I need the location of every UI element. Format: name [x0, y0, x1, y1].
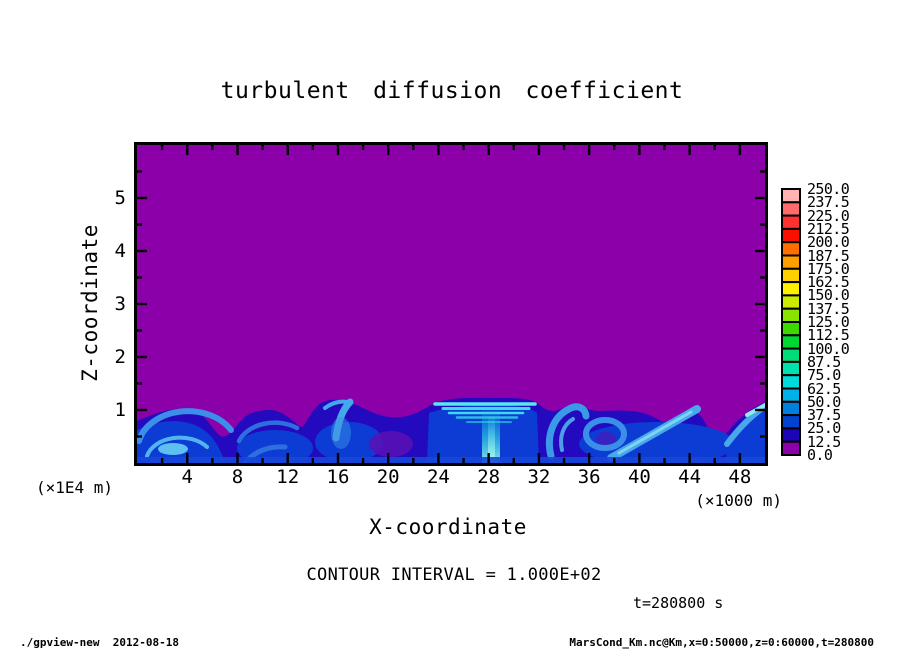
- colorbar-box: [781, 414, 801, 430]
- chart-title: turbulent diffusion coefficient: [220, 78, 684, 104]
- colorbar-tick-label: 237.5: [807, 193, 850, 212]
- colorbar-box: [781, 374, 801, 390]
- x-tick-label: 28: [477, 466, 501, 488]
- colorbar-tick-label: 187.5: [807, 246, 850, 265]
- heatmap-field: [137, 145, 765, 463]
- colorbar-box: [781, 227, 801, 244]
- y-axis-unit-label: (×1E4 m): [36, 478, 114, 497]
- bright-spot: [158, 443, 188, 455]
- interior-patch: [596, 432, 616, 446]
- colorbar-tick-label: 162.5: [807, 273, 850, 292]
- colorbar-tick-label: 212.5: [807, 219, 850, 238]
- footer-datasource: MarsCond_Km.nc@Km,x=0:50000,z=0:60000,t=…: [569, 636, 874, 649]
- colorbar-box: [781, 427, 801, 443]
- colorbar: [781, 188, 801, 456]
- eddy-arcs: [137, 398, 765, 463]
- colorbar-tick-label: 200.0: [807, 233, 850, 252]
- x-tick-label: 8: [231, 466, 244, 488]
- colorbar-tick-label: 87.5: [807, 352, 841, 371]
- y-tick-label: 2: [114, 346, 126, 368]
- y-tick-label: 4: [114, 240, 126, 262]
- x-tick-label: 32: [527, 466, 551, 488]
- colorbar-tick-label: 225.0: [807, 206, 850, 225]
- colorbar-tick-label: 62.5: [807, 379, 841, 398]
- x-axis-unit-label: (×1000 m): [695, 491, 782, 510]
- y-tick-label: 3: [114, 293, 126, 315]
- colorbar-tick-label: 0.0: [807, 446, 833, 464]
- colorbar-box: [781, 267, 801, 284]
- y-tick-label: 5: [114, 187, 126, 209]
- colorbar-box: [781, 294, 801, 310]
- colorbar-tick-label: 12.5: [807, 432, 841, 451]
- colorbar-tick-label: 137.5: [807, 299, 850, 318]
- colorbar-box: [781, 400, 801, 417]
- x-tick-label: 40: [627, 466, 651, 488]
- time-annotation: t=280800 s: [633, 594, 724, 612]
- plume-glow: [331, 417, 351, 449]
- band-inner-blobs: [137, 405, 765, 463]
- x-tick-label: 48: [728, 466, 752, 488]
- interior-patch: [369, 431, 413, 457]
- x-tick-label: 16: [326, 466, 350, 488]
- colorbar-box: [781, 214, 801, 230]
- x-tick-label: 20: [376, 466, 400, 488]
- colorbar-tick-label: 112.5: [807, 326, 850, 345]
- colorbar-box: [781, 254, 801, 270]
- colorbar-box: [781, 334, 801, 350]
- rising-column-core: [488, 417, 495, 463]
- colorbar-box: [781, 321, 801, 337]
- y-tick-label: 1: [114, 399, 126, 421]
- colorbar-tick-label: 50.0: [807, 392, 841, 411]
- colorbar-box: [781, 360, 801, 377]
- colorbar-box: [781, 347, 801, 363]
- x-axis-title: X-coordinate: [369, 515, 527, 539]
- colorbar-box: [781, 281, 801, 297]
- colorbar-box: [781, 188, 801, 204]
- footer-command: ./gpview-new 2012-08-18: [20, 636, 179, 649]
- colorbar-tick-label: 125.0: [807, 313, 850, 331]
- colorbar-tick-label: 175.0: [807, 259, 850, 278]
- x-tick-label: 24: [426, 466, 450, 488]
- x-tick-label: 36: [577, 466, 601, 488]
- colorbar-tick-label: 250.0: [807, 180, 850, 198]
- contour-interval-note: CONTOUR INTERVAL = 1.000E+02: [306, 565, 602, 585]
- colorbar-tick-label: 100.0: [807, 339, 850, 358]
- colorbar-box: [781, 387, 801, 403]
- surface-strip: [137, 457, 765, 463]
- colorbar-box: [781, 201, 801, 217]
- x-tick-label: 44: [678, 466, 702, 488]
- colorbar-tick-label: 75.0: [807, 366, 841, 385]
- colorbar-box: [781, 440, 801, 456]
- colorbar-tick-label: 150.0: [807, 286, 850, 305]
- colorbar-tick-label: 37.5: [807, 406, 841, 425]
- x-tick-label: 12: [276, 466, 300, 488]
- colorbar-box: [781, 241, 801, 257]
- colorbar-tick-label: 25.0: [807, 419, 841, 438]
- x-tick-label: 4: [181, 466, 193, 488]
- colorbar-box: [781, 307, 801, 323]
- plot-area: [134, 142, 768, 466]
- axis-ticks: [137, 145, 765, 463]
